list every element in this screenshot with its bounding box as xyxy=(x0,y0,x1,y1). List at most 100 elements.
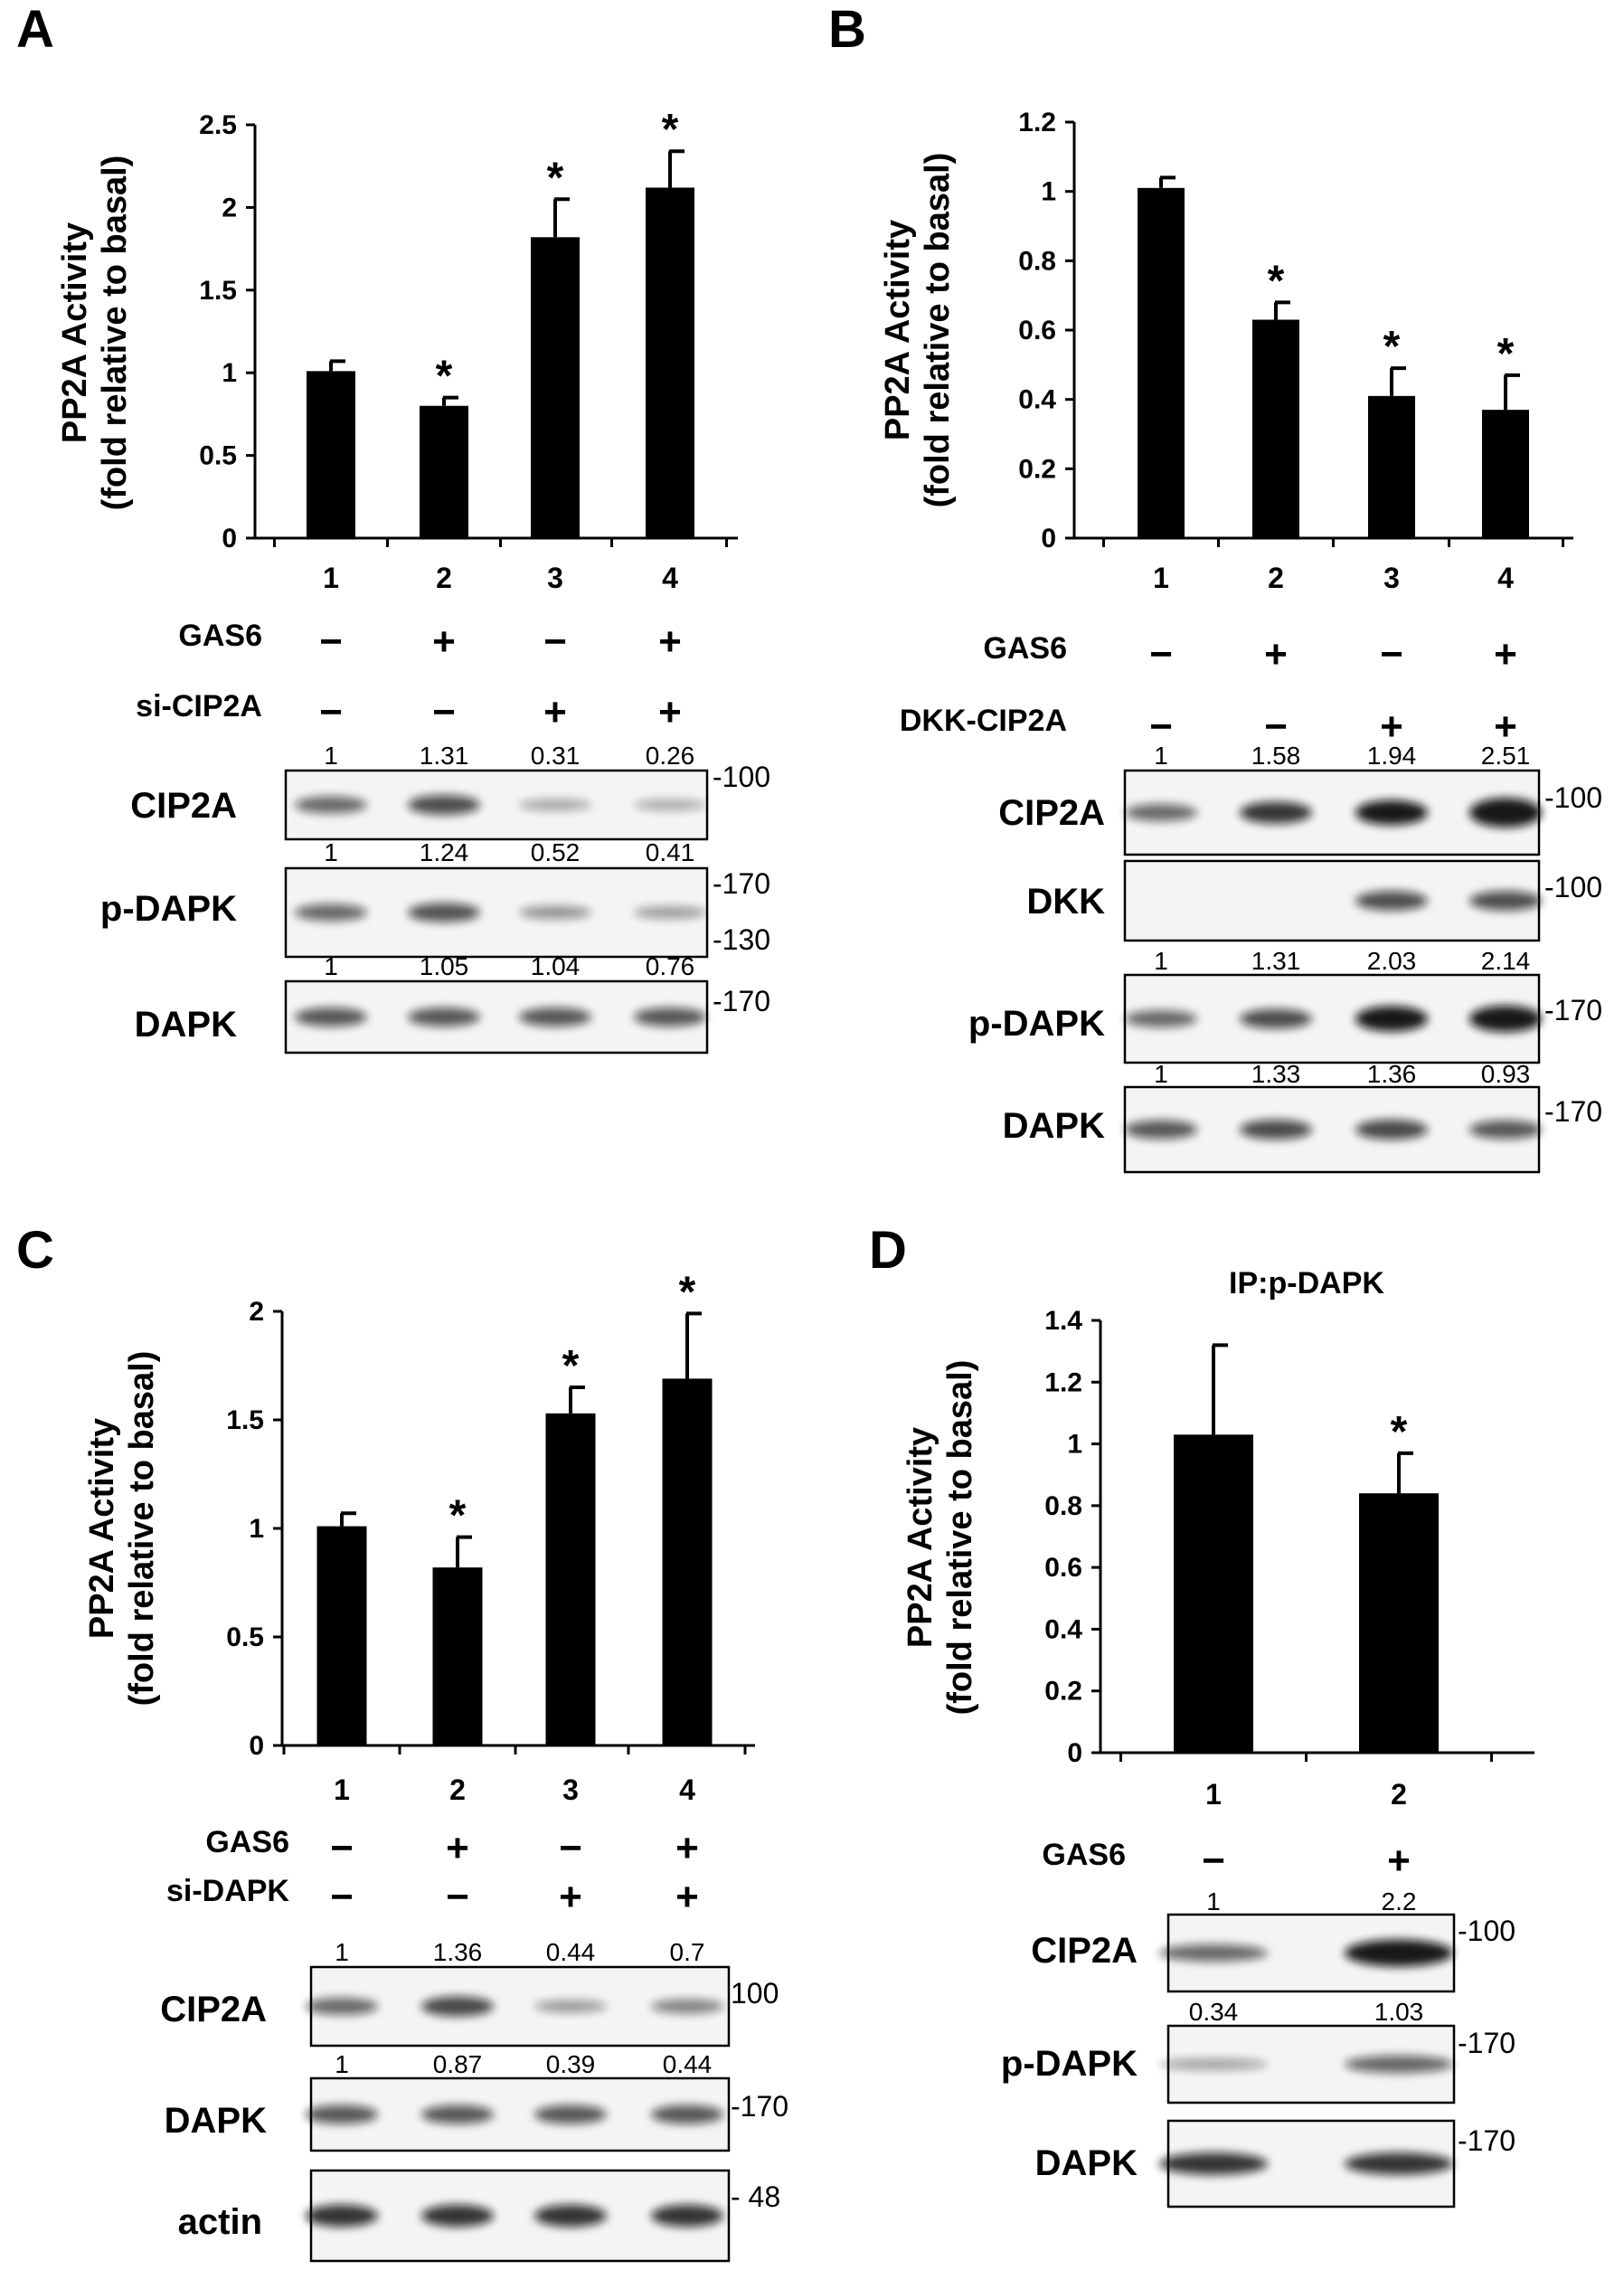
mw-marker: -100 xyxy=(1544,871,1602,903)
mw-marker: -170 xyxy=(713,985,770,1017)
band-quant: 0.34 xyxy=(1189,1998,1239,2026)
mw-marker: -100 xyxy=(1458,1915,1515,1947)
blot-band xyxy=(519,1007,591,1026)
band-quant: 0.44 xyxy=(546,1938,596,1966)
condition-sign: − xyxy=(543,620,567,664)
blot-label: CIP2A xyxy=(130,786,237,826)
blot-label: DAPK xyxy=(1035,2143,1138,2183)
blot-band xyxy=(306,1998,378,2015)
blot-band xyxy=(421,1996,494,2017)
blot-band xyxy=(534,2000,607,2013)
bar xyxy=(1482,410,1529,538)
bar xyxy=(316,1526,367,1745)
band-quant: 1 xyxy=(1206,1887,1221,1915)
blot-band xyxy=(295,796,367,814)
bar xyxy=(646,187,694,539)
blot-label: p-DAPK xyxy=(968,1004,1105,1044)
blot-band xyxy=(1345,2055,1453,2074)
y-axis-label: PP2A Activity xyxy=(902,1427,939,1648)
y-tick-label: 0 xyxy=(222,524,237,553)
band-quant: 0.87 xyxy=(433,2050,483,2078)
mw-marker: -170 xyxy=(1544,994,1602,1026)
western-blot: p-DAPK -170 0.34 1.03 xyxy=(1001,1998,1515,2104)
y-tick-label: 1 xyxy=(249,1514,264,1544)
western-blot: DAPK -170 1 0.87 0.39 0.44 xyxy=(165,2050,788,2152)
bar xyxy=(1252,319,1299,538)
blot-band xyxy=(306,2104,378,2124)
band-quant: 1 xyxy=(1154,947,1168,975)
y-tick-label: 0.5 xyxy=(226,1622,264,1652)
y-tick-label: 0.4 xyxy=(1018,385,1056,415)
significance-star: * xyxy=(679,1268,696,1316)
mw-marker: 100 xyxy=(731,1977,779,2010)
y-tick-label: 1.2 xyxy=(1018,108,1056,137)
band-quant: 2.03 xyxy=(1367,947,1417,975)
western-blot: DAPK -170 1 1.05 1.04 0.76 xyxy=(135,952,770,1055)
condition-sign: + xyxy=(1387,1839,1411,1883)
mw-marker: -100 xyxy=(1544,781,1602,814)
band-quant: 1.94 xyxy=(1367,742,1417,770)
band-quant: 0.41 xyxy=(646,838,695,866)
band-quant: 0.93 xyxy=(1481,1060,1531,1088)
category-label: 2 xyxy=(449,1773,466,1806)
category-label: 1 xyxy=(1205,1778,1222,1811)
band-quant: 0.31 xyxy=(531,742,581,770)
y-tick-label: 0.5 xyxy=(199,441,237,471)
significance-star: * xyxy=(436,353,453,401)
condition-sign: − xyxy=(1264,705,1288,749)
band-quant: 1.31 xyxy=(1251,947,1301,975)
western-blot: CIP2A 100 1 1.36 0.44 0.7 xyxy=(160,1938,779,2048)
western-blot: DAPK -170 xyxy=(1035,2119,1515,2209)
band-quant: 0.44 xyxy=(663,2050,713,2078)
blot-band xyxy=(1159,1944,1268,1962)
y-axis-sublabel: (fold relative to basal) xyxy=(941,1360,979,1716)
blot-band xyxy=(1469,891,1542,911)
condition-label: GAS6 xyxy=(1042,1838,1126,1872)
blot-label: actin xyxy=(178,2202,262,2242)
condition-label: DKK-CIP2A xyxy=(900,704,1067,738)
significance-star: * xyxy=(449,1492,467,1540)
y-tick-label: 0.6 xyxy=(1044,1553,1082,1583)
blot-band xyxy=(634,799,706,811)
condition-label: GAS6 xyxy=(205,1825,289,1859)
category-label: 3 xyxy=(547,562,563,594)
western-blot: CIP2A -100 1 2.2 xyxy=(1031,1887,1515,1993)
band-quant: 1 xyxy=(324,952,338,980)
category-label: 2 xyxy=(1391,1778,1407,1811)
blot-band xyxy=(519,799,591,811)
bar xyxy=(662,1378,713,1745)
blot-band xyxy=(1240,1008,1312,1029)
band-quant: 2.14 xyxy=(1481,947,1531,975)
blot-band xyxy=(1469,798,1542,828)
category-label: 4 xyxy=(662,562,678,594)
blot-band xyxy=(534,2204,607,2227)
band-quant: 1.05 xyxy=(420,952,469,980)
category-label: 3 xyxy=(1383,562,1400,594)
mw-marker: -170 xyxy=(1458,2027,1515,2059)
y-tick-label: 0.8 xyxy=(1018,246,1056,276)
band-quant: 0.39 xyxy=(546,2050,596,2078)
significance-star: * xyxy=(1497,330,1515,378)
condition-sign: − xyxy=(446,1875,469,1919)
condition-sign: − xyxy=(330,1826,354,1870)
band-quant: 1 xyxy=(1154,742,1168,770)
blot-band xyxy=(408,795,480,815)
band-quant: 1 xyxy=(324,838,338,866)
blot-band xyxy=(1345,1939,1453,1967)
blot-band xyxy=(1355,891,1428,911)
blot-band xyxy=(421,2204,494,2227)
blot-band xyxy=(634,906,706,919)
condition-sign: + xyxy=(1494,632,1517,676)
bar xyxy=(307,371,355,538)
band-quant: 0.76 xyxy=(646,952,695,980)
bar xyxy=(1174,1434,1253,1753)
bar xyxy=(545,1413,596,1745)
category-label: 1 xyxy=(1153,562,1169,594)
y-axis-sublabel: (fold relative to basal) xyxy=(123,1351,161,1707)
blot-label: DAPK xyxy=(1003,1106,1105,1146)
band-quant: 0.26 xyxy=(646,742,695,770)
western-blot: DKK -100 xyxy=(1026,859,1602,942)
condition-sign: − xyxy=(330,1875,354,1919)
condition-sign: + xyxy=(675,1826,699,1870)
blot-band xyxy=(651,2104,723,2124)
